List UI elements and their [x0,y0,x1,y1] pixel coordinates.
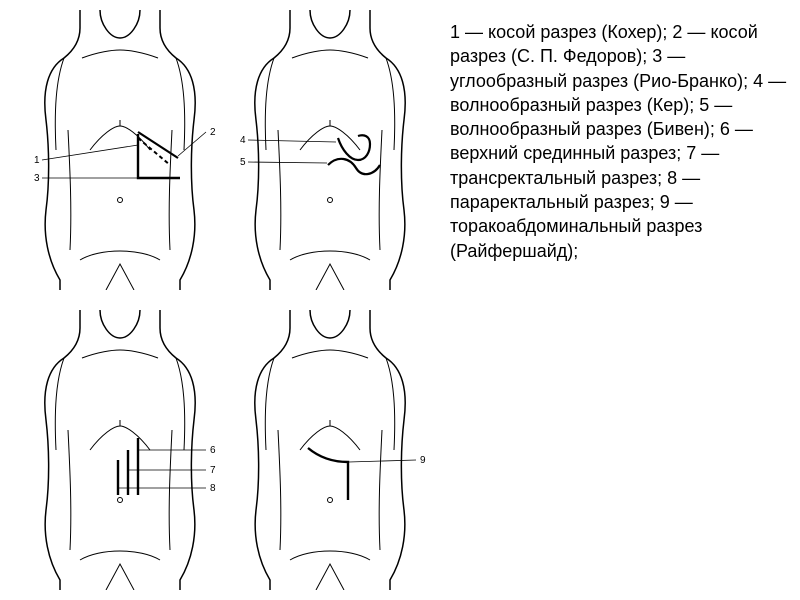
label-3: 3 [34,173,40,184]
label-2: 2 [210,127,216,138]
body-outline [255,310,405,590]
label-8: 8 [210,483,216,494]
legend-text: 1 — косой разрез (Кохер); 2 — косой разр… [450,20,790,263]
leader-9 [349,460,416,462]
label-7: 7 [210,465,216,476]
label-5: 5 [240,157,246,168]
label-9: 9 [420,455,426,466]
torso-fig3: 6 7 8 [20,310,220,590]
incision-9 [308,448,348,500]
body-outline [45,10,195,290]
leader-4 [248,140,336,142]
incision-5 [328,159,380,174]
torso-fig2: 4 5 [230,10,430,290]
label-6: 6 [210,445,216,456]
incisions-fig2 [248,135,380,174]
body-outline [255,10,405,290]
incision-4 [338,135,370,160]
incisions-fig1 [42,132,206,178]
label-4: 4 [240,135,246,146]
torso-fig1: 1 3 2 [20,10,220,290]
figure-grid: 1 3 2 4 [0,0,440,600]
incisions-fig4 [308,448,416,500]
leader-5 [248,162,327,163]
leader-1 [42,145,138,160]
incisions-fig3 [118,438,206,495]
label-1: 1 [34,155,40,166]
torso-fig4: 9 [230,310,430,590]
